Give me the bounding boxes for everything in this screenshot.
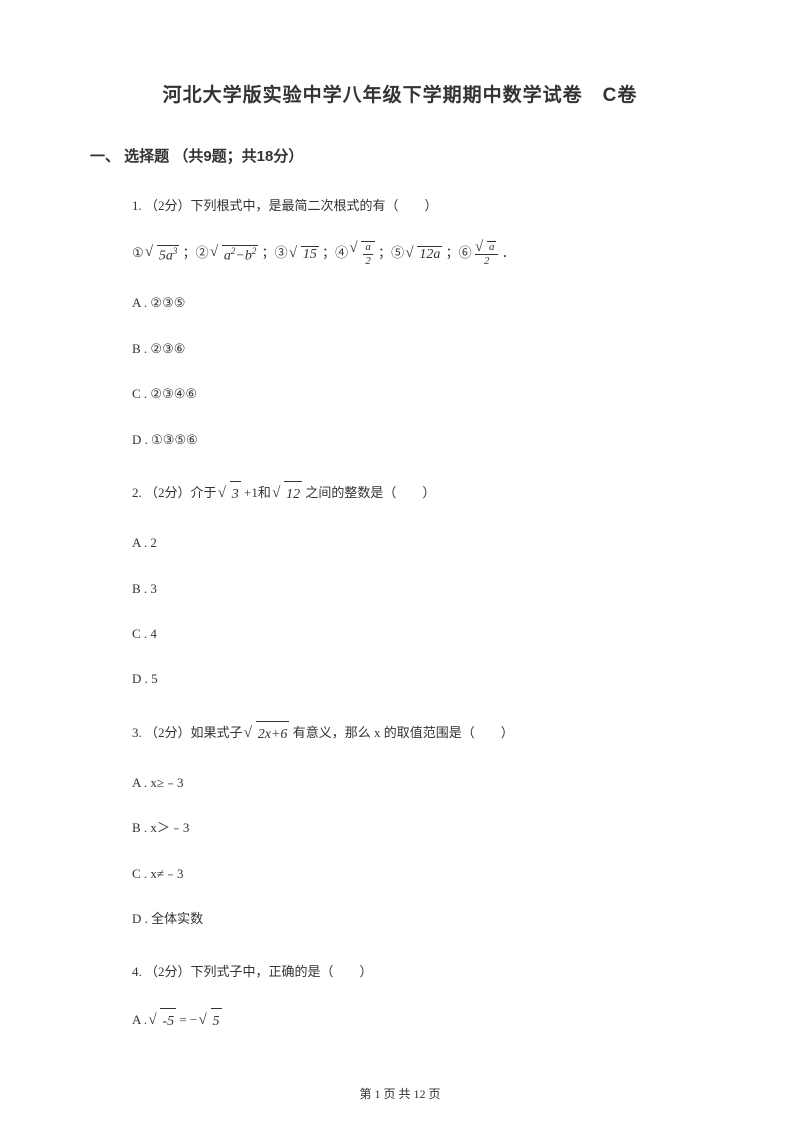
q4-stem: 4. （2分）下列式子中，正确的是（ ） [132, 960, 710, 983]
question-3: 3. （2分）如果式子 2x+6 有意义，那么 x 的取值范围是（ ） A . … [90, 721, 710, 931]
q1-opt-d: D . ①③⑤⑥ [132, 428, 710, 451]
expr-sqrt-a-over-2: a2 [351, 241, 375, 267]
q3-stem: 3. （2分）如果式子 2x+6 有意义，那么 x 的取值范围是（ ） [132, 721, 710, 747]
expr-sqrt-3: 3 [220, 481, 241, 507]
q3-opt-c: C . x≠﹣3 [132, 862, 710, 885]
expr-sqrt-12a: 12a [407, 246, 442, 263]
page-title: 河北大学版实验中学八年级下学期期中数学试卷 C卷 [90, 80, 710, 107]
page-footer: 第 1 页 共 12 页 [0, 1085, 800, 1102]
expr-sqrt-2x6: 2x+6 [246, 721, 290, 747]
question-2: 2. （2分）介于 3 +1和 12 之间的整数是（ ） A . 2 B . 3… [90, 481, 710, 691]
expr-sqrt-5a3: 5a3 [147, 245, 180, 265]
q1-opt-b: B . ②③⑥ [132, 337, 710, 360]
q2-opt-d: D . 5 [132, 667, 710, 690]
title-variant: C卷 [603, 85, 638, 106]
q2-opt-b: B . 3 [132, 577, 710, 600]
q3-opt-b: B . x＞﹣3 [132, 816, 710, 839]
title-main: 河北大学版实验中学八年级下学期期中数学试卷 [163, 85, 583, 106]
q1-opt-c: C . ②③④⑥ [132, 382, 710, 405]
q4-opt-a: A . -5 = − 5 [132, 1008, 710, 1034]
section-header: 一、 选择题 （共9题；共18分） [90, 145, 710, 166]
q2-opt-a: A . 2 [132, 531, 710, 554]
q2-stem: 2. （2分）介于 3 +1和 12 之间的整数是（ ） [132, 481, 710, 507]
expr-sqrt-15: 15 [291, 246, 319, 263]
q1-stem: 1. （2分）下列根式中，是最简二次根式的有（ ） [132, 194, 710, 217]
q3-opt-a: A . x≥﹣3 [132, 771, 710, 794]
question-4: 4. （2分）下列式子中，正确的是（ ） A . -5 = − 5 [90, 960, 710, 1034]
expr-sqrt-a2-b2: a2−b2 [212, 245, 258, 265]
expr-sqrta-over-2: a2 [475, 241, 499, 267]
expr-sqrt-12: 12 [274, 481, 302, 507]
q2-opt-c: C . 4 [132, 622, 710, 645]
expr-sqrt-neg5: -5 [150, 1008, 176, 1034]
question-1: 1. （2分）下列根式中，是最简二次根式的有（ ） ① 5a3 ；② a2−b2… [90, 194, 710, 451]
q1-items: ① 5a3 ；② a2−b2 ；③ 15 ；④ a2 ；⑤ 12a ；⑥ a2 … [132, 241, 710, 267]
expr-neg-sqrt-5: 5 [201, 1008, 222, 1034]
q3-opt-d: D . 全体实数 [132, 907, 710, 930]
q1-opt-a: A . ②③⑤ [132, 291, 710, 314]
